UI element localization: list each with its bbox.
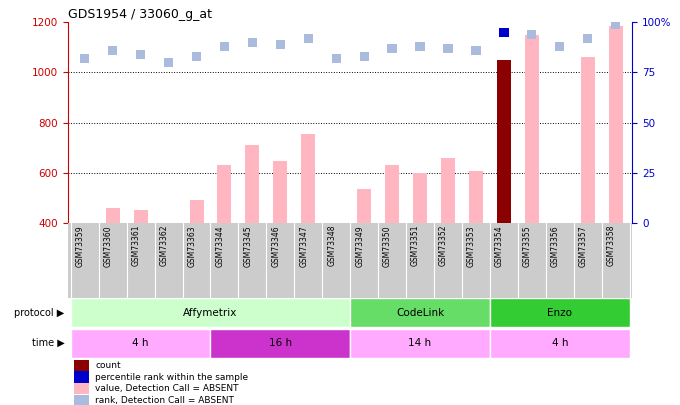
Point: [219, 43, 230, 49]
Point: [498, 29, 509, 36]
Text: 14 h: 14 h: [409, 338, 432, 348]
Point: [80, 55, 90, 62]
Text: value, Detection Call = ABSENT: value, Detection Call = ABSENT: [95, 384, 239, 393]
Bar: [350, 329, 490, 358]
Text: GSM73346: GSM73346: [271, 225, 280, 266]
Point: [163, 59, 174, 66]
Point: [247, 39, 258, 46]
Text: Affymetrix: Affymetrix: [184, 308, 238, 318]
Text: GSM73363: GSM73363: [188, 225, 197, 266]
Bar: [581, 58, 595, 223]
Bar: [497, 60, 511, 223]
Bar: [441, 158, 455, 223]
Bar: [73, 360, 90, 371]
Text: GSM73353: GSM73353: [467, 225, 476, 266]
Text: GSM73350: GSM73350: [383, 225, 392, 266]
Point: [471, 47, 481, 53]
Text: GSM73348: GSM73348: [327, 225, 336, 266]
Bar: [490, 329, 630, 358]
Point: [387, 45, 398, 51]
Bar: [357, 189, 371, 223]
Text: 4 h: 4 h: [551, 338, 568, 348]
Bar: [73, 395, 90, 405]
Bar: [190, 200, 203, 223]
Text: protocol ▶: protocol ▶: [14, 308, 65, 318]
Bar: [211, 329, 350, 358]
Text: GSM73360: GSM73360: [104, 225, 113, 266]
Bar: [71, 298, 350, 327]
Bar: [218, 165, 231, 223]
Point: [415, 43, 426, 49]
Bar: [413, 173, 427, 223]
Bar: [469, 171, 483, 223]
Text: GSM73345: GSM73345: [243, 225, 252, 266]
Text: time ▶: time ▶: [32, 338, 65, 348]
Point: [359, 53, 370, 60]
Text: GSM73349: GSM73349: [355, 225, 364, 266]
Bar: [385, 165, 399, 223]
Bar: [609, 26, 623, 223]
Bar: [490, 298, 630, 327]
Bar: [273, 161, 288, 223]
Text: GSM73358: GSM73358: [607, 225, 615, 266]
Text: GSM73361: GSM73361: [132, 225, 141, 266]
Text: GSM73354: GSM73354: [495, 225, 504, 266]
Text: GSM73355: GSM73355: [523, 225, 532, 266]
Text: GSM73357: GSM73357: [579, 225, 588, 266]
Point: [443, 45, 454, 51]
Text: GSM73347: GSM73347: [299, 225, 308, 266]
Point: [275, 41, 286, 47]
Text: GSM73352: GSM73352: [439, 225, 448, 266]
Point: [610, 21, 621, 28]
Text: count: count: [95, 361, 121, 370]
Point: [303, 35, 313, 42]
Bar: [105, 208, 120, 223]
Point: [135, 51, 146, 58]
Point: [526, 31, 537, 38]
Text: GDS1954 / 33060_g_at: GDS1954 / 33060_g_at: [68, 8, 212, 21]
Bar: [71, 329, 211, 358]
Text: GSM73344: GSM73344: [216, 225, 224, 266]
Point: [191, 53, 202, 60]
Point: [554, 43, 565, 49]
Point: [582, 35, 593, 42]
Bar: [525, 35, 539, 223]
Bar: [301, 134, 316, 223]
Bar: [245, 145, 259, 223]
Text: 16 h: 16 h: [269, 338, 292, 348]
Text: 4 h: 4 h: [133, 338, 149, 348]
Bar: [73, 371, 90, 383]
Text: GSM73359: GSM73359: [75, 225, 85, 266]
Text: Enzo: Enzo: [547, 308, 573, 318]
Bar: [134, 210, 148, 223]
Text: GSM73351: GSM73351: [411, 225, 420, 266]
Bar: [73, 383, 90, 394]
Text: CodeLink: CodeLink: [396, 308, 444, 318]
Point: [107, 47, 118, 53]
Text: rank, Detection Call = ABSENT: rank, Detection Call = ABSENT: [95, 396, 234, 405]
Text: GSM73356: GSM73356: [551, 225, 560, 266]
Bar: [350, 298, 490, 327]
Point: [330, 55, 341, 62]
Text: percentile rank within the sample: percentile rank within the sample: [95, 373, 248, 382]
Text: GSM73362: GSM73362: [160, 225, 169, 266]
